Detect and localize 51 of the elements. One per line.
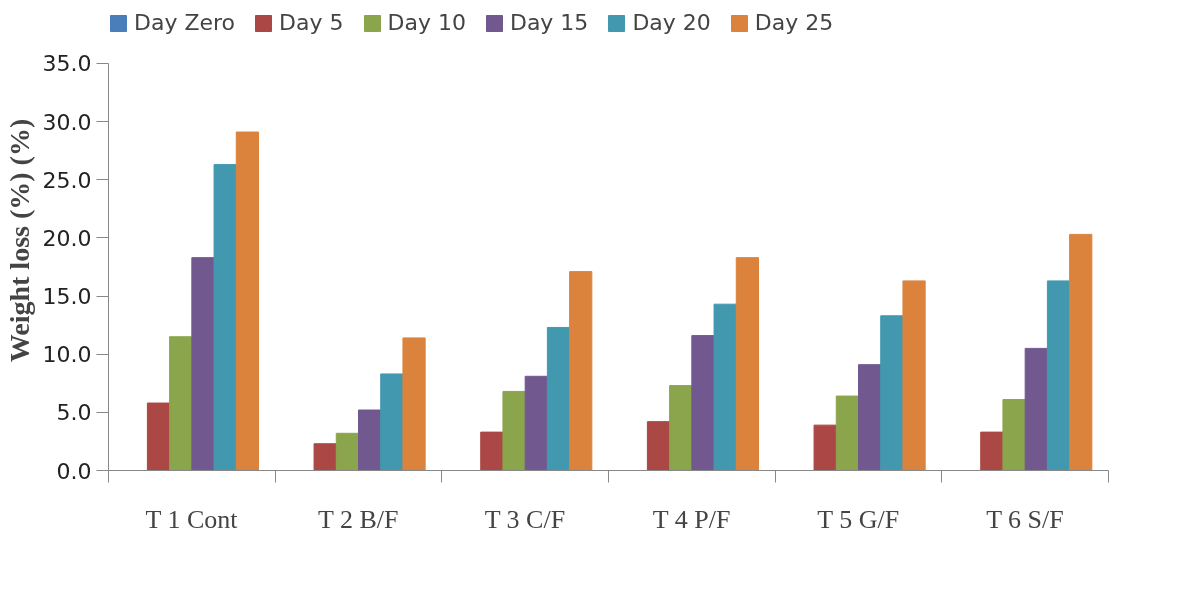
y-tick-label: 30.0	[42, 109, 92, 135]
bar	[502, 390, 526, 471]
bar	[146, 402, 171, 471]
bar	[358, 409, 382, 471]
bar	[902, 280, 926, 471]
legend-label: Day 10	[387, 10, 466, 35]
bar	[524, 375, 548, 471]
legend-label: Day Zero	[134, 10, 236, 35]
bar	[835, 395, 859, 471]
bar	[235, 131, 259, 471]
legend-label: Day 15	[509, 10, 589, 35]
bar	[858, 364, 882, 471]
bar	[213, 164, 237, 471]
bar	[191, 257, 215, 471]
bar	[880, 315, 904, 471]
bar	[335, 432, 359, 471]
bar	[1024, 347, 1048, 471]
bar	[1069, 233, 1093, 471]
bar	[380, 373, 404, 471]
x-tick-label: T 6 S/F	[986, 504, 1064, 534]
y-tick-label: 5.0	[56, 400, 92, 426]
legend-label: Day 25	[754, 10, 834, 35]
legend-label: Day 20	[632, 10, 711, 35]
bar	[480, 431, 504, 471]
bar	[569, 271, 593, 471]
bar	[1002, 399, 1026, 471]
legend-label: Day 5	[279, 10, 344, 35]
bar	[669, 385, 693, 471]
x-tick-label: T 4 P/F	[652, 504, 731, 534]
bar	[313, 443, 337, 471]
y-tick-label: 10.0	[42, 342, 92, 368]
bar	[813, 424, 837, 471]
y-tick-label: 0.0	[56, 458, 92, 484]
bar	[169, 336, 193, 471]
bar	[691, 335, 715, 471]
y-tick-label: 25.0	[42, 167, 92, 193]
x-tick-label: T 3 C/F	[484, 504, 566, 534]
bar	[402, 337, 426, 471]
y-axis-title: Weight loss (%) (%)	[3, 118, 35, 363]
y-tick-label: 15.0	[42, 284, 92, 310]
bar	[980, 431, 1004, 471]
bar	[1046, 280, 1071, 471]
bar	[646, 421, 671, 471]
x-tick-label: T 2 B/F	[318, 504, 399, 534]
x-tick-label: T 5 G/F	[817, 504, 900, 534]
y-tick-label: 35.0	[42, 51, 92, 77]
bar	[713, 303, 737, 471]
bar	[735, 257, 759, 471]
y-tick-label: 20.0	[42, 225, 92, 251]
x-tick-label: T 1 Cont	[145, 504, 239, 534]
bar	[546, 326, 571, 471]
